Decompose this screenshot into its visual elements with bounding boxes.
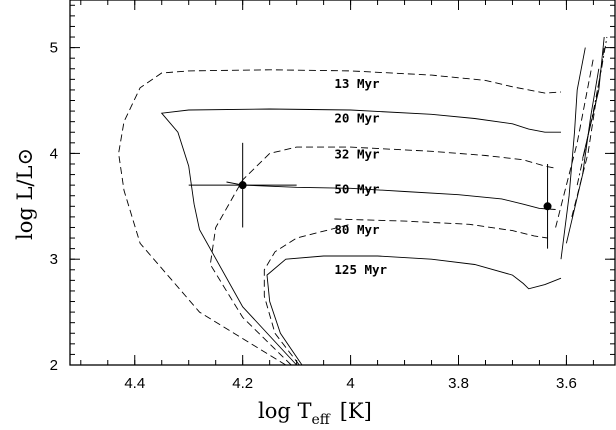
giant-branch-line-3 <box>571 47 605 218</box>
isochrone-line-6 <box>226 181 556 210</box>
plot-frame <box>69 0 616 366</box>
isochrone-age-label: 32 Myr <box>334 147 380 162</box>
isochrone-age-label: 50 Myr <box>334 182 380 197</box>
isochrone-curves <box>118 36 608 366</box>
sun-symbol: ⊙ <box>13 148 37 166</box>
data-points <box>188 142 552 249</box>
x-tick-label: 3.6 <box>556 375 577 392</box>
isochrone-labels: 13 Myr 20 Myr 32 Myr 50 Myr 80 Myr 125 Myr <box>334 76 387 277</box>
isochrone-age-label: 125 Myr <box>334 262 387 277</box>
isochrone-line-0 <box>334 218 548 239</box>
isochrone-line-5 <box>263 223 351 366</box>
y-axis-title: log L/L⊙ <box>13 148 37 240</box>
y-tick-label: 3 <box>50 251 58 268</box>
axis-ticks: 4.4 4.2 4 3.8 3.6 2 3 4 5 <box>50 0 615 392</box>
y-tick-label: 5 <box>50 40 58 57</box>
x-tick-label: 3.8 <box>448 375 469 392</box>
isochrone-line-3 <box>209 146 556 366</box>
isochrone-line-1 <box>160 108 561 366</box>
giant-branch-line-2 <box>565 68 600 244</box>
y-tick-label: 4 <box>50 145 58 162</box>
isochrone-line-2 <box>118 69 562 366</box>
giant-branch-line-5 <box>582 36 605 159</box>
isochrone-age-label: 80 Myr <box>334 222 380 237</box>
x-tick-label: 4.2 <box>232 375 253 392</box>
data-point-0 <box>238 181 247 190</box>
giant-branch-line-0 <box>560 47 586 260</box>
x-tick-label: 4.4 <box>124 375 145 392</box>
x-axis-title: log Teff [K] <box>258 399 372 428</box>
isochrone-age-label: 13 Myr <box>334 76 380 91</box>
x-tick-label: 4 <box>346 375 354 392</box>
isochrone-age-label: 20 Myr <box>334 111 380 126</box>
giant-branch-line-1 <box>555 58 594 228</box>
y-tick-label: 2 <box>50 357 58 374</box>
isochrone-line-4 <box>266 255 562 366</box>
data-point-1 <box>543 202 552 211</box>
